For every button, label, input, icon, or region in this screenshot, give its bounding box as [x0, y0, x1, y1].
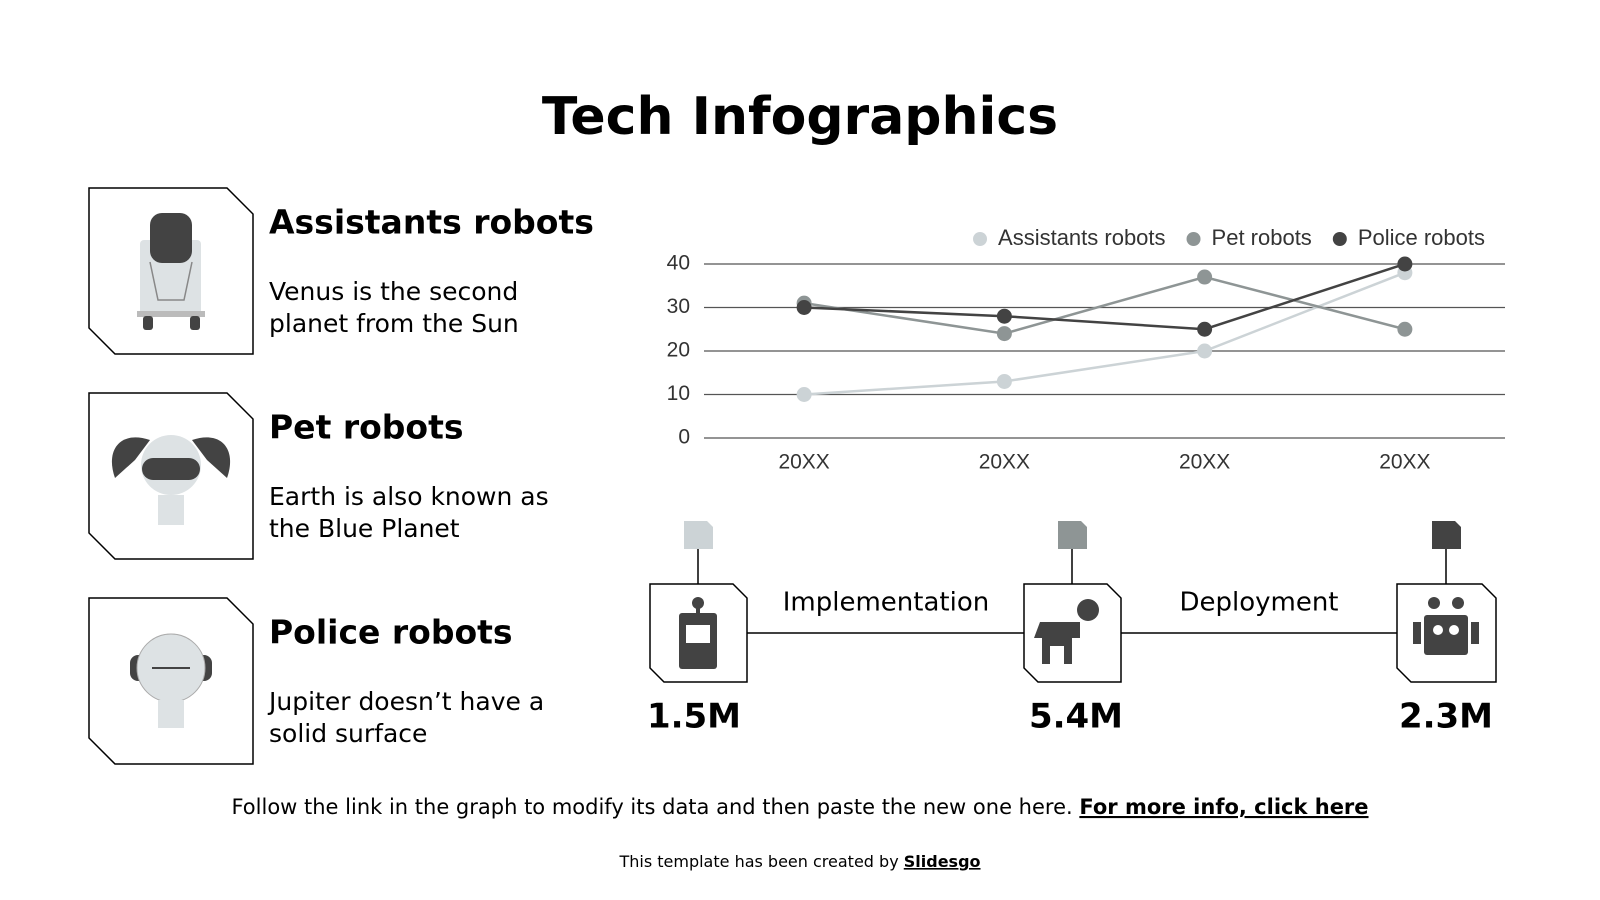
- assistant-icon: [137, 213, 205, 330]
- point: [996, 326, 1012, 342]
- marker: [684, 521, 713, 549]
- item-title: Police robots: [269, 613, 513, 652]
- footer-link[interactable]: For more info, click here: [1079, 795, 1368, 819]
- legend-label: Police robots: [1358, 225, 1485, 250]
- legend-label: Pet robots: [1212, 225, 1312, 250]
- metric: 2.3M: [1399, 697, 1493, 737]
- legend: Assistants robots Pet robots Police robots: [973, 225, 1485, 250]
- dog-icon: [1034, 599, 1099, 664]
- y-tick-label: 0: [678, 426, 690, 449]
- x-tick-label: 20XX: [979, 451, 1030, 474]
- footer-text: Follow the link in the graph to modify i…: [231, 795, 1072, 819]
- y-tick-label: 40: [667, 252, 690, 275]
- credit-text: This template has been created by: [618, 852, 898, 871]
- marker: [1058, 521, 1087, 549]
- credit: This template has been created by Slides…: [618, 852, 980, 871]
- series-line: [804, 262, 1406, 331]
- series-line: [804, 271, 1406, 396]
- slide-title: Tech Infographics: [542, 87, 1058, 147]
- step-label: Implementation: [783, 588, 989, 618]
- point: [996, 373, 1012, 389]
- item-text: planet from the Sun: [269, 309, 519, 338]
- point: [1197, 269, 1213, 285]
- y-tick-label: 20: [667, 339, 690, 362]
- timeline: [649, 521, 1497, 683]
- y-tick-label: 30: [667, 295, 690, 318]
- x-tick-label: 20XX: [1179, 451, 1230, 474]
- item-text: Venus is the second: [269, 277, 518, 306]
- pet-icon: [111, 435, 231, 525]
- point: [796, 387, 812, 402]
- point: [1397, 321, 1413, 337]
- robot-head-icon: [1413, 597, 1479, 655]
- point: [1397, 256, 1413, 272]
- legend-label: Assistants robots: [998, 225, 1166, 250]
- point: [796, 300, 812, 315]
- line-chart: 0 10 20 30 40 20XX 20XX 20XX 20XX Assistants robo…: [667, 225, 1505, 474]
- footer: Follow the link in the graph to modify i…: [231, 795, 1368, 819]
- police-icon: [130, 633, 212, 728]
- legend-swatch: [1186, 232, 1201, 246]
- metric: 1.5M: [647, 697, 741, 737]
- item-text: Earth is also known as: [269, 482, 549, 511]
- series-line: [803, 275, 1406, 335]
- credit-link[interactable]: Slidesgo: [904, 852, 981, 871]
- item-text: Jupiter doesn’t have a: [267, 687, 544, 716]
- step-label: Deployment: [1179, 588, 1338, 618]
- point: [996, 308, 1012, 324]
- item-title: Pet robots: [269, 408, 464, 447]
- item-text: the Blue Planet: [269, 514, 460, 543]
- point: [1197, 343, 1213, 359]
- legend-swatch: [973, 232, 988, 246]
- y-tick-label: 10: [667, 382, 690, 405]
- item-text: solid surface: [269, 719, 427, 748]
- x-tick-label: 20XX: [778, 451, 829, 474]
- robot-icon: [679, 597, 717, 669]
- legend-swatch: [1332, 232, 1347, 246]
- item-title: Assistants robots: [269, 203, 594, 242]
- x-tick-label: 20XX: [1379, 451, 1430, 474]
- items: Assistants robots Venus is the second plan…: [267, 203, 594, 749]
- point: [1197, 321, 1213, 337]
- marker: [1432, 521, 1461, 549]
- metric: 5.4M: [1029, 697, 1123, 737]
